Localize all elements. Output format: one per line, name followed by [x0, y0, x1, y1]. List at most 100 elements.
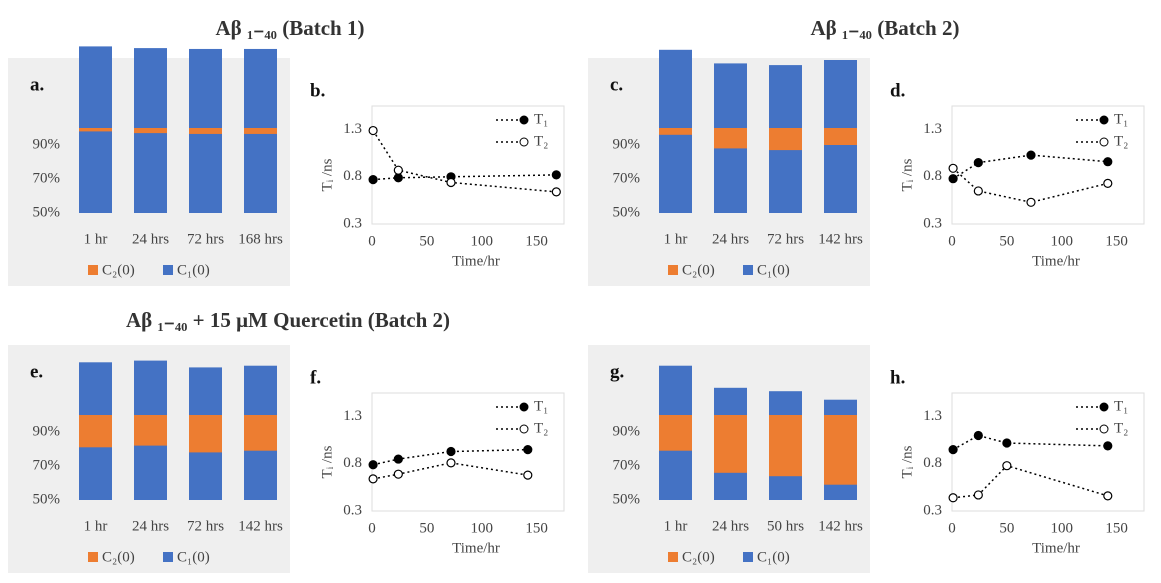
x-tick-label: 72 hrs	[187, 231, 224, 247]
point	[551, 170, 561, 180]
legend-label: T₁	[1114, 111, 1128, 127]
x-axis-title: Time/hr	[452, 253, 500, 269]
legend-swatch	[743, 552, 753, 562]
x-tick-label: 50	[419, 520, 434, 536]
x-tick-label: 150	[1105, 233, 1128, 249]
bar-segment	[189, 128, 222, 134]
x-tick-label: 50	[999, 520, 1014, 536]
panel: h. 0.3 0.8 1.3 0 50 100 150 Time/hr Tᵢ /ns T₁ T₂	[890, 367, 1145, 556]
x-tick-label: 100	[1050, 520, 1073, 536]
y-tick-label: 50%	[33, 491, 61, 507]
point	[948, 174, 958, 184]
x-tick-label: 50	[999, 233, 1014, 249]
point	[446, 177, 456, 188]
x-tick-label: 1 hr	[84, 518, 108, 534]
y-tick-label: 0.8	[923, 168, 942, 184]
point	[948, 163, 958, 173]
point	[368, 175, 378, 185]
legend-label: T₁	[534, 111, 548, 127]
y-tick-label: 70%	[613, 457, 641, 473]
x-tick-label: 24 hrs	[712, 231, 749, 247]
x-tick-label: 50 hrs	[767, 518, 804, 534]
bar-segment	[824, 128, 857, 145]
point	[393, 454, 403, 464]
y-tick-label: 70%	[613, 170, 641, 186]
bar-segment	[134, 415, 167, 446]
legend-label: T₁	[1114, 398, 1128, 414]
x-tick-label: 100	[1050, 233, 1073, 249]
y-tick-label: 70%	[33, 457, 61, 473]
legend-marker	[519, 424, 529, 434]
y-tick-label: 0.3	[343, 502, 362, 518]
panel: f. 0.3 0.8 1.3 0 50 100 150 Time/hr Tᵢ /ns T₁ T₂	[310, 367, 565, 556]
legend-label: C₁(0)	[757, 262, 790, 278]
x-tick-label: 24 hrs	[132, 518, 169, 534]
x-tick-label: 100	[470, 233, 493, 249]
point	[973, 158, 983, 168]
bar-segment	[244, 415, 277, 451]
x-tick-label: 72 hrs	[187, 518, 224, 534]
legend-swatch	[743, 265, 753, 275]
panel-label: a.	[30, 74, 44, 95]
x-tick-label: 24 hrs	[712, 518, 749, 534]
y-tick-label: 1.3	[343, 408, 362, 424]
legend-label: T₂	[1114, 420, 1128, 436]
y-tick-label: 90%	[613, 136, 641, 152]
legend-marker	[519, 402, 529, 412]
legend-label: C₂(0)	[682, 262, 715, 278]
point	[368, 460, 378, 470]
legend-label: C₁(0)	[177, 549, 210, 565]
bar-segment	[134, 128, 167, 134]
panel: b. 0.3 0.8 1.3 0 50 100 150 Time/hr Tᵢ /ns T₁ T₂	[310, 80, 565, 269]
point	[393, 165, 403, 175]
legend-label: C₂(0)	[102, 549, 135, 565]
point	[368, 474, 378, 484]
x-tick-label: 142 hrs	[238, 518, 283, 534]
x-tick-label: 72 hrs	[767, 231, 804, 247]
x-tick-label: 100	[470, 520, 493, 536]
y-tick-label: 90%	[613, 423, 641, 439]
panel-label: g.	[610, 361, 624, 382]
x-tick-label: 50	[419, 233, 434, 249]
legend-label: C₂(0)	[682, 549, 715, 565]
bar-segment	[714, 415, 747, 473]
bar-segment	[824, 415, 857, 485]
panel-label: e.	[30, 361, 43, 382]
plot-frame	[371, 105, 565, 225]
point	[1103, 178, 1113, 189]
y-tick-label: 1.3	[343, 121, 362, 137]
point	[973, 430, 983, 441]
point	[1002, 438, 1012, 448]
bar-segment	[769, 415, 802, 477]
legend-swatch	[668, 265, 678, 275]
legend-marker	[1099, 137, 1109, 147]
legend-label: T₁	[534, 398, 548, 414]
y-tick-label: 0.3	[923, 215, 942, 231]
x-tick-label: 1 hr	[664, 231, 688, 247]
heading: Aβ ₁₋₄₀ (Batch 2)	[811, 16, 960, 40]
point	[1103, 441, 1113, 451]
panel-label: b.	[310, 80, 325, 101]
point	[973, 490, 983, 500]
legend-marker	[1099, 424, 1109, 434]
x-tick-label: 0	[948, 233, 956, 249]
panel-label: h.	[890, 367, 905, 388]
x-tick-label: 142 hrs	[818, 518, 863, 534]
point	[973, 186, 983, 196]
point	[948, 493, 958, 503]
panel: e. 50% 70% 90% 1 hr 24 hrs 72 hrs 142 hrs C₂(0) C…	[8, 345, 290, 573]
panel: g. 50% 70% 90% 1 hr 24 hrs 50 hrs 142 hrs C₂(0) C…	[588, 345, 870, 573]
series-line	[373, 174, 557, 181]
y-tick-label: 0.8	[343, 168, 362, 184]
legend-label: T₂	[534, 133, 548, 149]
series-line	[953, 464, 1109, 499]
point	[1103, 491, 1113, 501]
point	[523, 470, 533, 480]
plot-frame	[951, 105, 1145, 225]
x-tick-label: 1 hr	[664, 518, 688, 534]
legend-swatch	[668, 552, 678, 562]
legend-label: T₂	[1114, 133, 1128, 149]
legend-swatch	[163, 552, 173, 562]
legend-label: T₂	[534, 420, 548, 436]
